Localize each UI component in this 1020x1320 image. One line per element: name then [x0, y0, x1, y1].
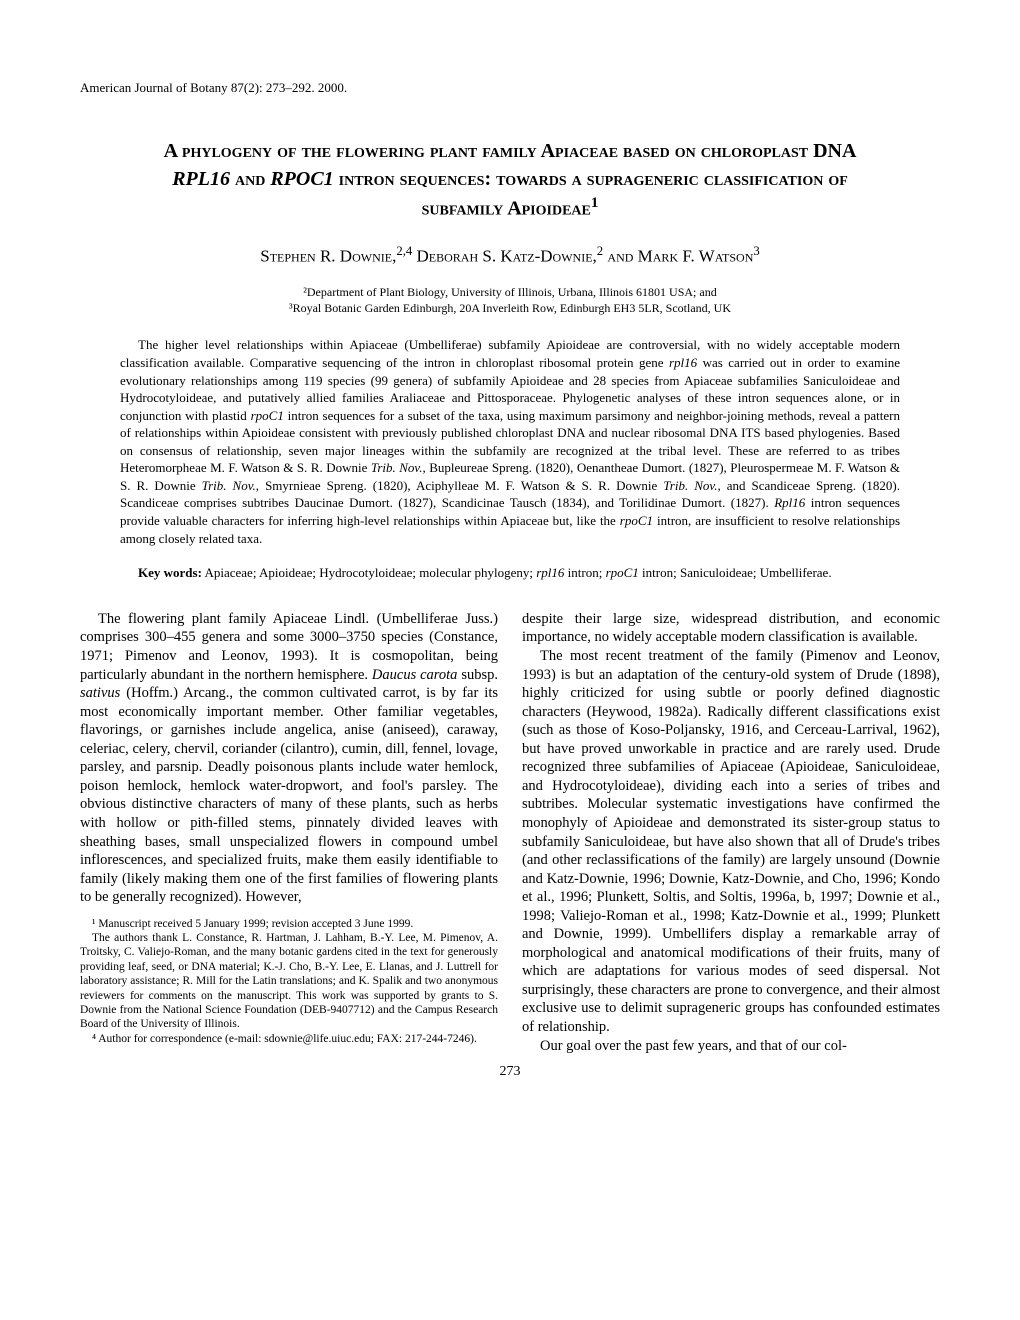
body-para-1: The flowering plant family Apiaceae Lind… [80, 610, 498, 907]
body-para-2: despite their large size, widespread dis… [522, 610, 940, 647]
body-para-3: The most recent treatment of the family … [522, 647, 940, 1036]
body-columns: The flowering plant family Apiaceae Lind… [80, 610, 940, 1055]
footnote-1: ¹ Manuscript received 5 January 1999; re… [80, 917, 498, 931]
authors-line: Stephen R. Downie,2,4 Deborah S. Katz-Do… [80, 243, 940, 268]
affiliations: ²Department of Plant Biology, University… [80, 285, 940, 316]
keywords-text: Apiaceae; Apioideae; Hydrocotyloideae; m… [204, 565, 831, 580]
journal-header: American Journal of Botany 87(2): 273–29… [80, 80, 940, 97]
footnotes: ¹ Manuscript received 5 January 1999; re… [80, 917, 498, 1046]
article-title: A phylogeny of the flowering plant famil… [140, 137, 880, 223]
affiliation-1: ²Department of Plant Biology, University… [80, 285, 940, 301]
keywords-label: Key words: [138, 565, 202, 580]
body-para-4: Our goal over the past few years, and th… [522, 1037, 940, 1056]
page-number: 273 [80, 1063, 940, 1081]
footnote-2: The authors thank L. Constance, R. Hartm… [80, 931, 498, 1032]
affiliation-2: ³Royal Botanic Garden Edinburgh, 20A Inv… [80, 301, 940, 317]
footnote-3: ⁴ Author for correspondence (e-mail: sdo… [80, 1032, 498, 1046]
abstract: The higher level relationships within Ap… [120, 336, 900, 547]
keywords: Key words: Apiaceae; Apioideae; Hydrocot… [120, 565, 900, 582]
